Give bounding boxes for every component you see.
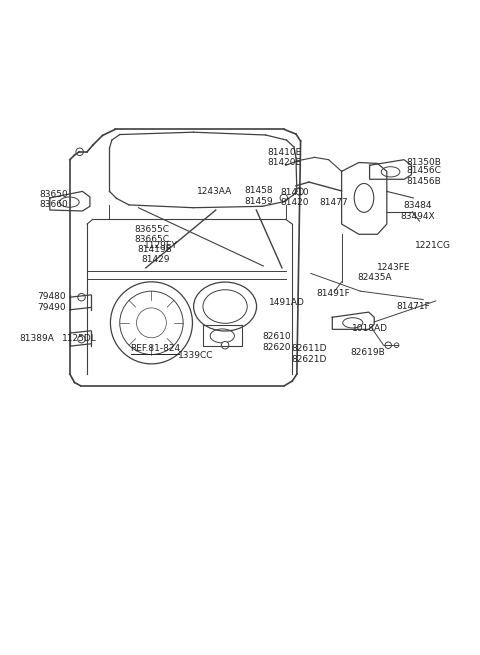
Text: 82610
82620: 82610 82620 bbox=[262, 332, 291, 352]
Circle shape bbox=[78, 293, 85, 301]
Text: 81477: 81477 bbox=[319, 198, 348, 207]
Circle shape bbox=[76, 148, 84, 155]
Text: 1491AD: 1491AD bbox=[269, 298, 304, 307]
Circle shape bbox=[221, 341, 229, 349]
Text: 82435A: 82435A bbox=[358, 272, 393, 282]
Text: 1243FE: 1243FE bbox=[377, 263, 410, 272]
Text: REF.81-824: REF.81-824 bbox=[130, 343, 180, 352]
Text: 82619B: 82619B bbox=[351, 348, 385, 357]
Text: 82611D
82621D: 82611D 82621D bbox=[291, 345, 327, 364]
Text: 1129EY: 1129EY bbox=[144, 241, 178, 250]
Circle shape bbox=[280, 194, 288, 202]
Text: 81350B: 81350B bbox=[407, 158, 442, 166]
Text: 81456C
81456B: 81456C 81456B bbox=[407, 166, 442, 186]
Text: 83655C
83665C: 83655C 83665C bbox=[134, 225, 169, 244]
Text: 81419B
81429: 81419B 81429 bbox=[138, 244, 172, 264]
Text: 1243AA: 1243AA bbox=[197, 187, 232, 196]
Circle shape bbox=[78, 335, 85, 343]
Text: 1221CG: 1221CG bbox=[415, 242, 451, 250]
Text: 81389A: 81389A bbox=[20, 334, 55, 343]
Text: 81410E
81420E: 81410E 81420E bbox=[267, 147, 301, 167]
Text: 83650
83660: 83650 83660 bbox=[39, 189, 68, 209]
Text: 81458
81459: 81458 81459 bbox=[244, 187, 273, 206]
Text: 1125DL: 1125DL bbox=[62, 334, 96, 343]
Text: 81471F: 81471F bbox=[396, 302, 430, 311]
Text: 81410
81420: 81410 81420 bbox=[281, 188, 309, 207]
Text: 81491F: 81491F bbox=[316, 290, 350, 299]
Text: 79480
79490: 79480 79490 bbox=[37, 292, 66, 312]
Text: 1339CC: 1339CC bbox=[178, 351, 214, 360]
Text: 83484
83494X: 83484 83494X bbox=[401, 201, 435, 221]
Text: 1018AD: 1018AD bbox=[351, 324, 387, 333]
Circle shape bbox=[296, 188, 303, 195]
